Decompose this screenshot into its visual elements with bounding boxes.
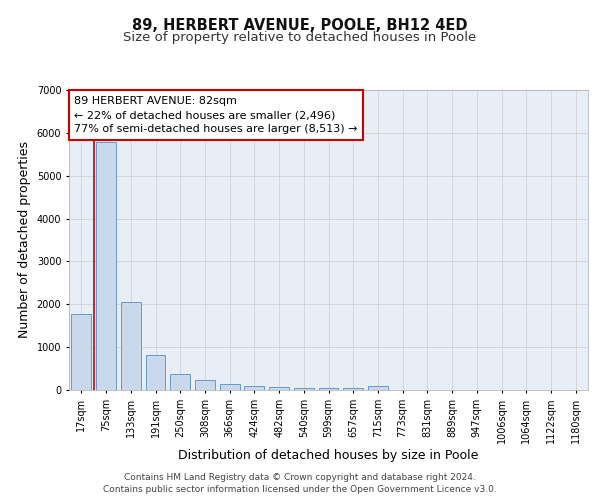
Bar — [121, 302, 140, 390]
Text: Size of property relative to detached houses in Poole: Size of property relative to detached ho… — [124, 31, 476, 44]
X-axis label: Distribution of detached houses by size in Poole: Distribution of detached houses by size … — [178, 448, 479, 462]
Bar — [294, 388, 314, 390]
Text: Contains HM Land Registry data © Crown copyright and database right 2024.: Contains HM Land Registry data © Crown c… — [124, 472, 476, 482]
Bar — [146, 355, 166, 390]
Bar — [195, 380, 215, 390]
Bar — [343, 388, 363, 390]
Bar — [244, 386, 264, 390]
Bar — [269, 387, 289, 390]
Bar — [96, 142, 116, 390]
Bar — [71, 314, 91, 390]
Text: 89 HERBERT AVENUE: 82sqm
← 22% of detached houses are smaller (2,496)
77% of sem: 89 HERBERT AVENUE: 82sqm ← 22% of detach… — [74, 96, 358, 134]
Bar — [319, 388, 338, 390]
Text: 89, HERBERT AVENUE, POOLE, BH12 4ED: 89, HERBERT AVENUE, POOLE, BH12 4ED — [132, 18, 468, 32]
Text: Contains public sector information licensed under the Open Government Licence v3: Contains public sector information licen… — [103, 485, 497, 494]
Y-axis label: Number of detached properties: Number of detached properties — [18, 142, 31, 338]
Bar — [170, 374, 190, 390]
Bar — [368, 386, 388, 390]
Bar — [220, 384, 239, 390]
